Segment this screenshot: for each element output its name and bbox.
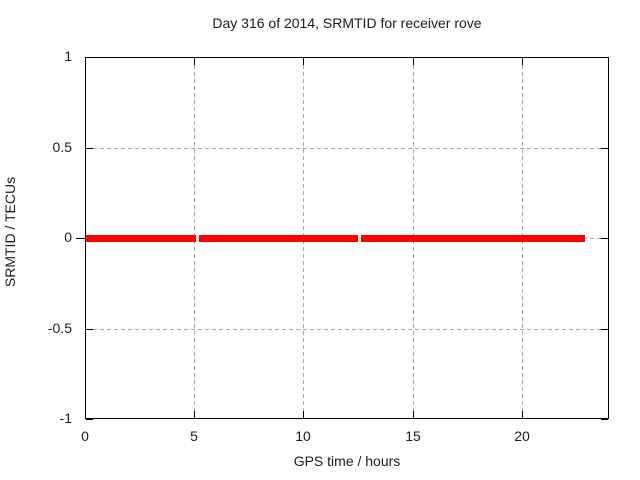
x-tick-mark-bottom <box>303 411 304 418</box>
y-tick-mark-right <box>601 238 608 239</box>
y-tick-label: -0.5 <box>47 320 72 336</box>
x-tick-label: 20 <box>514 428 530 444</box>
x-tick-mark-top <box>413 58 414 65</box>
x-tick-label: 10 <box>295 428 311 444</box>
x-tick-mark-bottom <box>522 411 523 418</box>
x-tick-mark-bottom <box>413 411 414 418</box>
grid-line-y <box>86 329 608 330</box>
x-tick-label: 15 <box>405 428 421 444</box>
y-tick-mark-right <box>601 148 608 149</box>
x-axis-label: GPS time / hours <box>293 453 401 469</box>
plot-area <box>85 57 609 419</box>
y-tick-mark-right <box>601 419 608 420</box>
y-tick-label: -1 <box>59 410 72 426</box>
x-tick-mark-top <box>522 58 523 65</box>
y-tick-label: 1 <box>64 48 72 64</box>
y-tick-label: 0 <box>64 229 72 245</box>
x-tick-mark-top <box>194 58 195 65</box>
y-tick-mark-left <box>86 329 93 330</box>
series-line-segment <box>199 235 358 242</box>
y-zero-outer-tick-mark <box>76 238 85 239</box>
x-tick-mark-bottom <box>194 411 195 418</box>
series-line-segment <box>85 235 196 242</box>
series-line-segment <box>361 235 585 242</box>
chart-title: Day 316 of 2014, SRMTID for receiver rov… <box>212 15 482 31</box>
grid-line-y <box>86 148 608 149</box>
x-tick-label: 0 <box>81 428 89 444</box>
y-tick-label: 0.5 <box>52 139 72 155</box>
y-tick-mark-right <box>601 329 608 330</box>
y-tick-mark-left <box>86 419 93 420</box>
x-tick-label: 5 <box>190 428 198 444</box>
x-tick-mark-top <box>303 58 304 65</box>
y-tick-mark-left <box>86 148 93 149</box>
